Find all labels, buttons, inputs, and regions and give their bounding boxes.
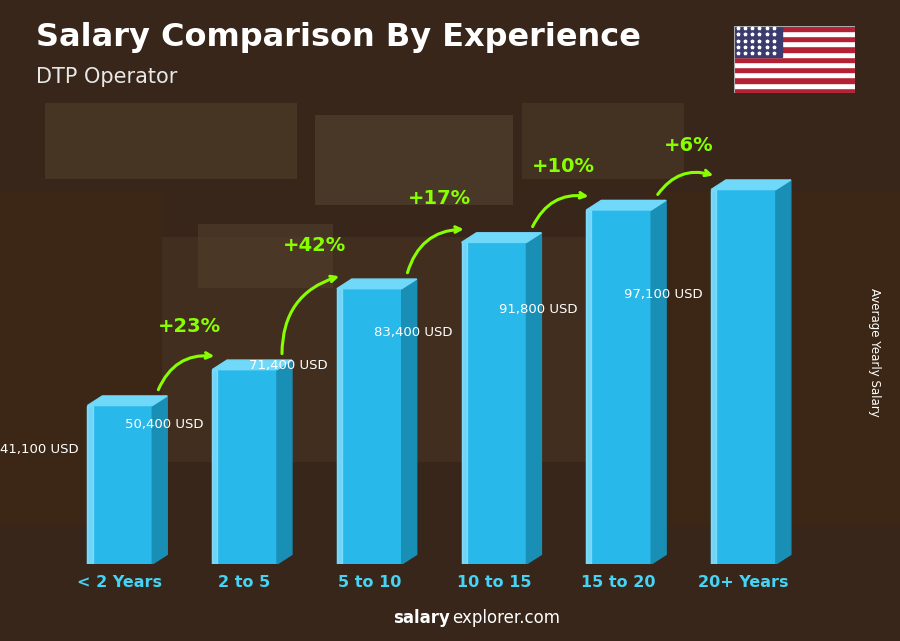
Polygon shape <box>337 279 417 288</box>
Text: 71,400 USD: 71,400 USD <box>249 360 328 372</box>
Bar <box>734 31 855 36</box>
Bar <box>734 46 855 51</box>
Bar <box>734 26 782 56</box>
Polygon shape <box>652 201 666 564</box>
Text: +42%: +42% <box>283 235 346 254</box>
Bar <box>337 288 401 564</box>
Bar <box>734 62 855 67</box>
Polygon shape <box>526 233 542 564</box>
Text: salary: salary <box>393 609 450 627</box>
Bar <box>734 67 855 72</box>
Text: Average Yearly Salary: Average Yearly Salary <box>868 288 881 417</box>
Text: DTP Operator: DTP Operator <box>36 67 177 87</box>
Bar <box>337 288 342 564</box>
Polygon shape <box>586 201 666 210</box>
Polygon shape <box>401 279 417 564</box>
Bar <box>734 72 855 78</box>
Text: +17%: +17% <box>408 189 471 208</box>
Text: Salary Comparison By Experience: Salary Comparison By Experience <box>36 22 641 53</box>
Text: +10%: +10% <box>533 157 596 176</box>
Bar <box>87 406 152 564</box>
Polygon shape <box>711 180 791 190</box>
Bar <box>711 190 776 564</box>
Bar <box>711 190 716 564</box>
Bar <box>734 41 855 46</box>
Bar <box>734 88 855 93</box>
Text: explorer.com: explorer.com <box>452 609 560 627</box>
Bar <box>212 370 217 564</box>
Text: +23%: +23% <box>158 317 221 335</box>
Polygon shape <box>776 180 791 564</box>
Bar <box>586 210 652 564</box>
Bar <box>734 51 855 56</box>
Bar <box>586 210 591 564</box>
Bar <box>734 78 855 83</box>
Text: 91,800 USD: 91,800 USD <box>500 303 578 315</box>
Text: 50,400 USD: 50,400 USD <box>125 418 203 431</box>
Bar <box>462 242 526 564</box>
Bar <box>734 36 855 41</box>
Bar <box>734 26 855 31</box>
Polygon shape <box>212 360 292 370</box>
Text: 41,100 USD: 41,100 USD <box>0 444 78 456</box>
Text: 83,400 USD: 83,400 USD <box>374 326 453 339</box>
Polygon shape <box>277 360 292 564</box>
Bar <box>212 370 277 564</box>
Polygon shape <box>152 396 167 564</box>
Text: 97,100 USD: 97,100 USD <box>624 288 702 301</box>
Bar <box>734 56 855 62</box>
Bar <box>462 242 467 564</box>
Polygon shape <box>87 396 167 406</box>
Bar <box>87 406 93 564</box>
Bar <box>734 83 855 88</box>
Text: +6%: +6% <box>664 137 714 156</box>
Polygon shape <box>462 233 542 242</box>
